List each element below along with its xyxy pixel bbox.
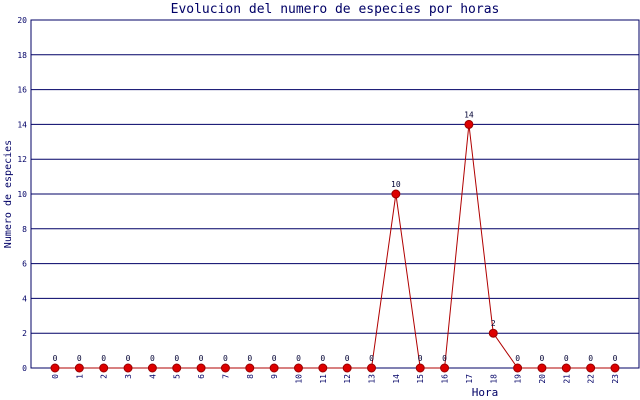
y-tick-label: 18 [17, 51, 27, 60]
data-point [196, 363, 206, 373]
data-point [74, 363, 84, 373]
y-tick-label: 20 [17, 16, 27, 25]
y-tick-label: 4 [22, 294, 27, 303]
data-point [123, 363, 133, 373]
data-point [586, 363, 596, 373]
data-point [293, 363, 303, 373]
data-point [342, 363, 352, 373]
x-tick-label: 9 [270, 374, 279, 379]
chart-title: Evolucion del numero de especies por hor… [171, 2, 500, 17]
data-label: 0 [53, 354, 58, 363]
data-label: 0 [296, 354, 301, 363]
data-label: 0 [564, 354, 569, 363]
data-label: 0 [588, 354, 593, 363]
data-point [318, 363, 328, 373]
x-tick-label: 0 [51, 374, 60, 379]
data-label: 0 [126, 354, 131, 363]
x-tick-label: 3 [124, 374, 133, 379]
data-label: 2 [491, 319, 496, 328]
data-label: 0 [174, 354, 179, 363]
data-point [488, 328, 498, 338]
x-tick-label: 4 [148, 374, 157, 379]
x-tick-label: 23 [611, 374, 620, 384]
x-tick-label: 8 [246, 374, 255, 379]
y-tick-label: 8 [22, 225, 27, 234]
data-point [245, 363, 255, 373]
data-line [55, 124, 615, 369]
data-point [50, 363, 60, 373]
x-tick-label: 10 [294, 374, 303, 384]
data-label: 0 [540, 354, 545, 363]
data-label: 14 [464, 110, 474, 119]
data-point [147, 363, 157, 373]
data-label: 0 [199, 354, 204, 363]
y-tick-label: 2 [22, 329, 27, 338]
data-point [537, 363, 547, 373]
data-label: 0 [223, 354, 228, 363]
data-point [513, 363, 523, 373]
y-tick-label: 16 [17, 86, 27, 95]
data-point [367, 363, 377, 373]
data-label: 0 [272, 354, 277, 363]
data-label: 0 [247, 354, 252, 363]
x-tick-label: 1 [75, 374, 84, 379]
data-label: 0 [369, 354, 374, 363]
x-tick-label: 6 [197, 374, 206, 379]
x-tick-label: 12 [343, 374, 352, 384]
data-label: 0 [515, 354, 520, 363]
x-tick-label: 7 [221, 374, 230, 379]
x-axis-label: Hora [472, 386, 499, 399]
x-tick-label: 15 [416, 374, 425, 384]
data-point [99, 363, 109, 373]
x-tick-label: 22 [587, 374, 596, 384]
data-label: 0 [442, 354, 447, 363]
data-point [172, 363, 182, 373]
data-label: 0 [345, 354, 350, 363]
data-point [464, 119, 474, 129]
data-label: 0 [613, 354, 618, 363]
data-point [610, 363, 620, 373]
y-axis-label: Numero de especies [3, 140, 14, 248]
data-point [561, 363, 571, 373]
y-tick-label: 12 [17, 155, 27, 164]
y-tick-label: 10 [17, 190, 27, 199]
data-point [220, 363, 230, 373]
y-tick-label: 0 [22, 364, 27, 373]
data-point [415, 363, 425, 373]
x-tick-label: 19 [514, 374, 523, 384]
data-label: 0 [150, 354, 155, 363]
x-tick-label: 18 [489, 374, 498, 384]
x-tick-label: 11 [319, 374, 328, 384]
y-tick-label: 6 [22, 260, 27, 269]
x-tick-label: 16 [441, 374, 450, 384]
data-label: 0 [418, 354, 423, 363]
data-label: 0 [101, 354, 106, 363]
x-tick-label: 5 [173, 374, 182, 379]
data-label: 0 [77, 354, 82, 363]
y-tick-label: 14 [17, 120, 27, 129]
data-point [269, 363, 279, 373]
x-tick-label: 2 [100, 374, 109, 379]
data-point [440, 363, 450, 373]
x-tick-label: 17 [465, 374, 474, 384]
x-tick-label: 20 [538, 374, 547, 384]
x-tick-label: 14 [392, 374, 401, 384]
data-label: 0 [320, 354, 325, 363]
data-point [391, 189, 401, 199]
x-tick-label: 13 [368, 374, 377, 384]
data-label: 10 [391, 180, 401, 189]
x-tick-label: 21 [562, 374, 571, 384]
